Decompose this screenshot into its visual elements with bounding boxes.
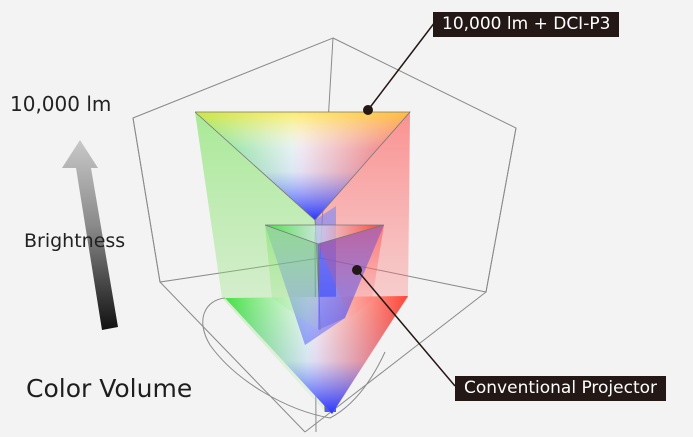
callout-large-volume: 10,000 lm + DCI-P3 [433,12,620,37]
callout-dot-small [352,265,362,275]
base-gamut [225,296,408,414]
callout-dot-large [363,105,373,115]
top-brightness-label: 10,000 lm [10,92,112,116]
small-volume [264,224,385,345]
callout-leaders [356,21,456,387]
brightness-axis-label: Brightness [24,230,126,252]
gamut-boundary [202,297,386,419]
callout-small-volume: Conventional Projector [455,376,667,401]
diagram-title: Color Volume [26,374,193,403]
brightness-arrow-icon [62,140,118,330]
